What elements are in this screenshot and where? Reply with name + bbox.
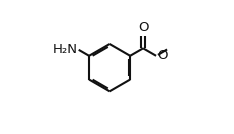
Text: O: O: [138, 21, 148, 34]
Text: H₂N: H₂N: [53, 43, 78, 56]
Text: O: O: [157, 49, 168, 62]
